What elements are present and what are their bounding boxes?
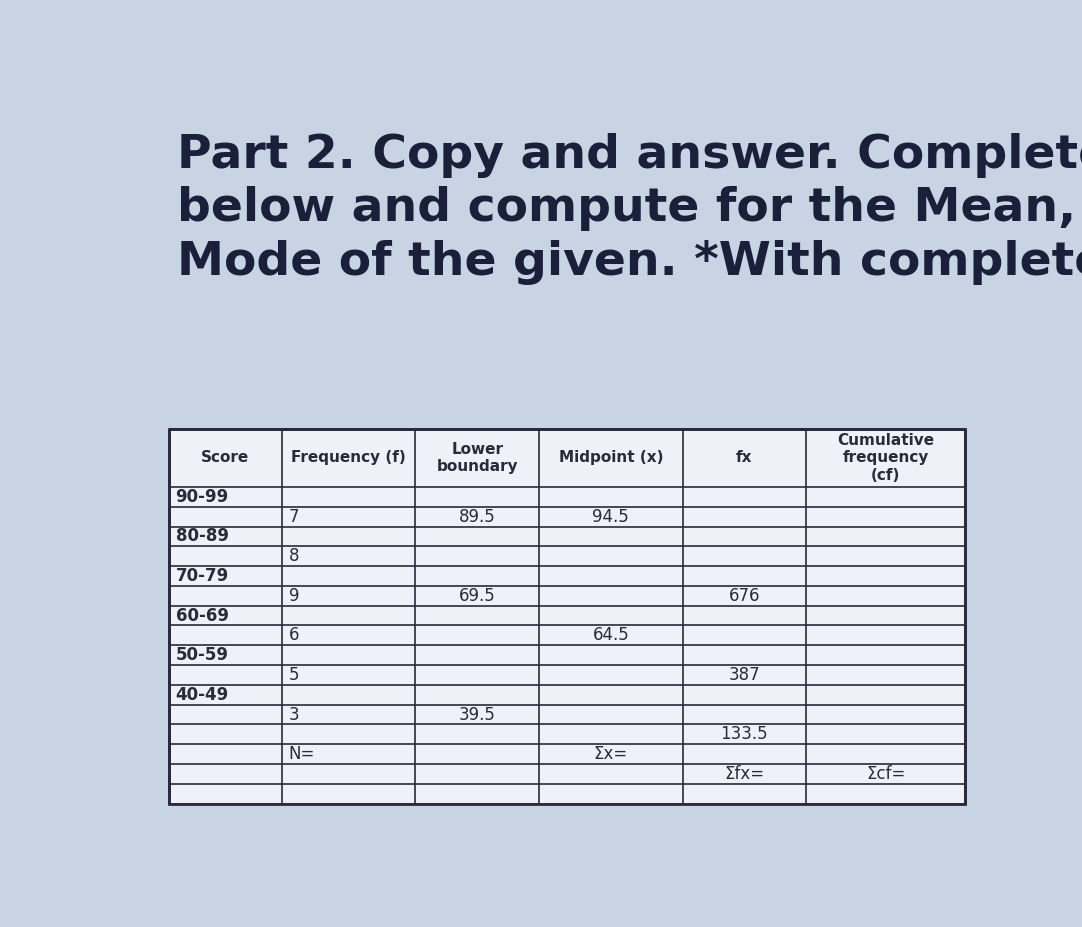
- Text: 133.5: 133.5: [721, 725, 768, 743]
- Text: 8: 8: [289, 547, 299, 565]
- Text: 40-49: 40-49: [175, 686, 228, 704]
- Text: 387: 387: [728, 666, 761, 684]
- Text: 3: 3: [289, 705, 300, 724]
- Text: Σcf=: Σcf=: [866, 765, 906, 783]
- Text: 50-59: 50-59: [175, 646, 228, 664]
- Text: 80-89: 80-89: [175, 527, 228, 545]
- Text: fx: fx: [736, 451, 753, 465]
- Text: 69.5: 69.5: [459, 587, 496, 604]
- Text: 70-79: 70-79: [175, 567, 228, 585]
- Text: 94.5: 94.5: [593, 508, 629, 526]
- Text: 5: 5: [289, 666, 299, 684]
- Text: Score: Score: [201, 451, 250, 465]
- Text: N=: N=: [289, 745, 315, 763]
- Text: 89.5: 89.5: [459, 508, 496, 526]
- Text: Cumulative
frequency
(cf): Cumulative frequency (cf): [837, 433, 935, 483]
- Text: Σx=: Σx=: [594, 745, 628, 763]
- Text: Midpoint (x): Midpoint (x): [558, 451, 663, 465]
- Text: Lower
boundary: Lower boundary: [436, 442, 518, 474]
- Text: Part 2. Copy and answer. Complete the table
below and compute for the Mean, Medi: Part 2. Copy and answer. Complete the ta…: [177, 133, 1082, 286]
- Text: 64.5: 64.5: [593, 627, 629, 644]
- Text: Σfx=: Σfx=: [724, 765, 765, 783]
- Text: 39.5: 39.5: [459, 705, 496, 724]
- Text: 7: 7: [289, 508, 299, 526]
- Text: 90-99: 90-99: [175, 488, 228, 506]
- Text: 676: 676: [728, 587, 761, 604]
- Text: 60-69: 60-69: [175, 606, 228, 625]
- Text: 9: 9: [289, 587, 299, 604]
- Text: 6: 6: [289, 627, 299, 644]
- Text: Frequency (f): Frequency (f): [291, 451, 406, 465]
